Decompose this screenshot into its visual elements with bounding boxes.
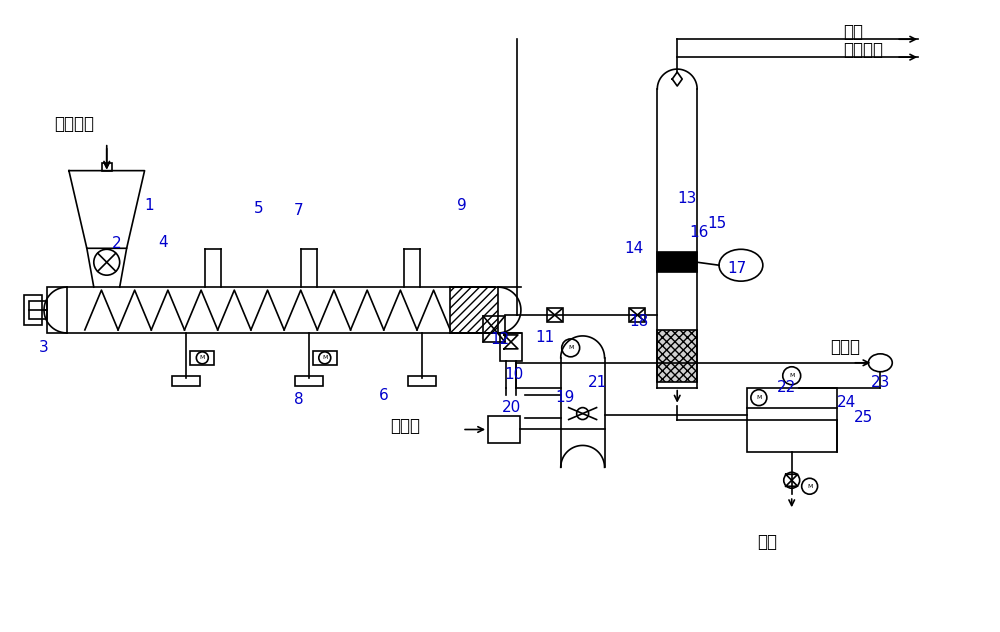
Text: M: M <box>807 483 812 489</box>
Text: M: M <box>200 355 205 360</box>
Text: 普通石膏: 普通石膏 <box>54 115 94 133</box>
Circle shape <box>783 367 801 385</box>
Text: 7: 7 <box>294 203 304 218</box>
Text: 8: 8 <box>294 392 304 407</box>
Text: 20: 20 <box>502 400 522 415</box>
Circle shape <box>577 408 589 420</box>
Circle shape <box>784 472 800 489</box>
Text: 蒸汽: 蒸汽 <box>843 23 863 41</box>
Bar <box>747 387 837 453</box>
Bar <box>657 252 697 272</box>
Text: 12: 12 <box>490 332 510 348</box>
Text: M: M <box>756 395 762 400</box>
Text: 13: 13 <box>677 191 697 206</box>
Bar <box>547 308 563 322</box>
Text: 14: 14 <box>625 241 644 256</box>
Circle shape <box>562 339 580 357</box>
Bar <box>500 333 522 361</box>
Bar <box>24 295 42 325</box>
Text: 3: 3 <box>39 341 49 355</box>
Bar <box>295 376 323 386</box>
Text: 冷凝水: 冷凝水 <box>831 338 861 356</box>
Ellipse shape <box>719 249 763 281</box>
Text: 出料: 出料 <box>757 533 777 551</box>
Bar <box>450 287 498 333</box>
Text: 19: 19 <box>555 390 574 405</box>
Text: 1: 1 <box>145 198 154 213</box>
Text: 11: 11 <box>535 331 554 346</box>
Bar <box>657 330 697 382</box>
Bar <box>488 416 520 444</box>
Text: M: M <box>322 355 327 360</box>
Bar <box>629 308 645 322</box>
Ellipse shape <box>868 354 892 372</box>
Text: 18: 18 <box>630 315 649 329</box>
Bar <box>483 316 505 342</box>
Bar <box>29 301 47 319</box>
Text: 21: 21 <box>588 375 607 390</box>
Text: 17: 17 <box>727 261 747 276</box>
Text: 6: 6 <box>379 388 388 403</box>
Text: 清洁气体: 清洁气体 <box>843 41 883 59</box>
Text: 2: 2 <box>112 236 122 251</box>
Text: 15: 15 <box>707 216 727 231</box>
Bar <box>47 287 67 333</box>
Text: M: M <box>568 345 573 350</box>
Bar <box>102 162 112 171</box>
Text: 5: 5 <box>254 201 264 216</box>
Text: 23: 23 <box>871 375 890 390</box>
Bar <box>408 376 436 386</box>
Circle shape <box>751 390 767 406</box>
Bar <box>190 351 214 365</box>
Bar <box>313 351 337 365</box>
Bar <box>172 376 200 386</box>
Text: 22: 22 <box>777 380 796 395</box>
Text: 16: 16 <box>689 225 709 240</box>
Text: 4: 4 <box>159 235 168 250</box>
Text: 天然气: 天然气 <box>390 418 420 435</box>
Text: 24: 24 <box>837 395 856 410</box>
Circle shape <box>802 478 818 494</box>
Text: 10: 10 <box>504 367 524 382</box>
Text: M: M <box>789 374 794 378</box>
Text: 9: 9 <box>457 198 467 213</box>
Text: 25: 25 <box>854 410 873 425</box>
